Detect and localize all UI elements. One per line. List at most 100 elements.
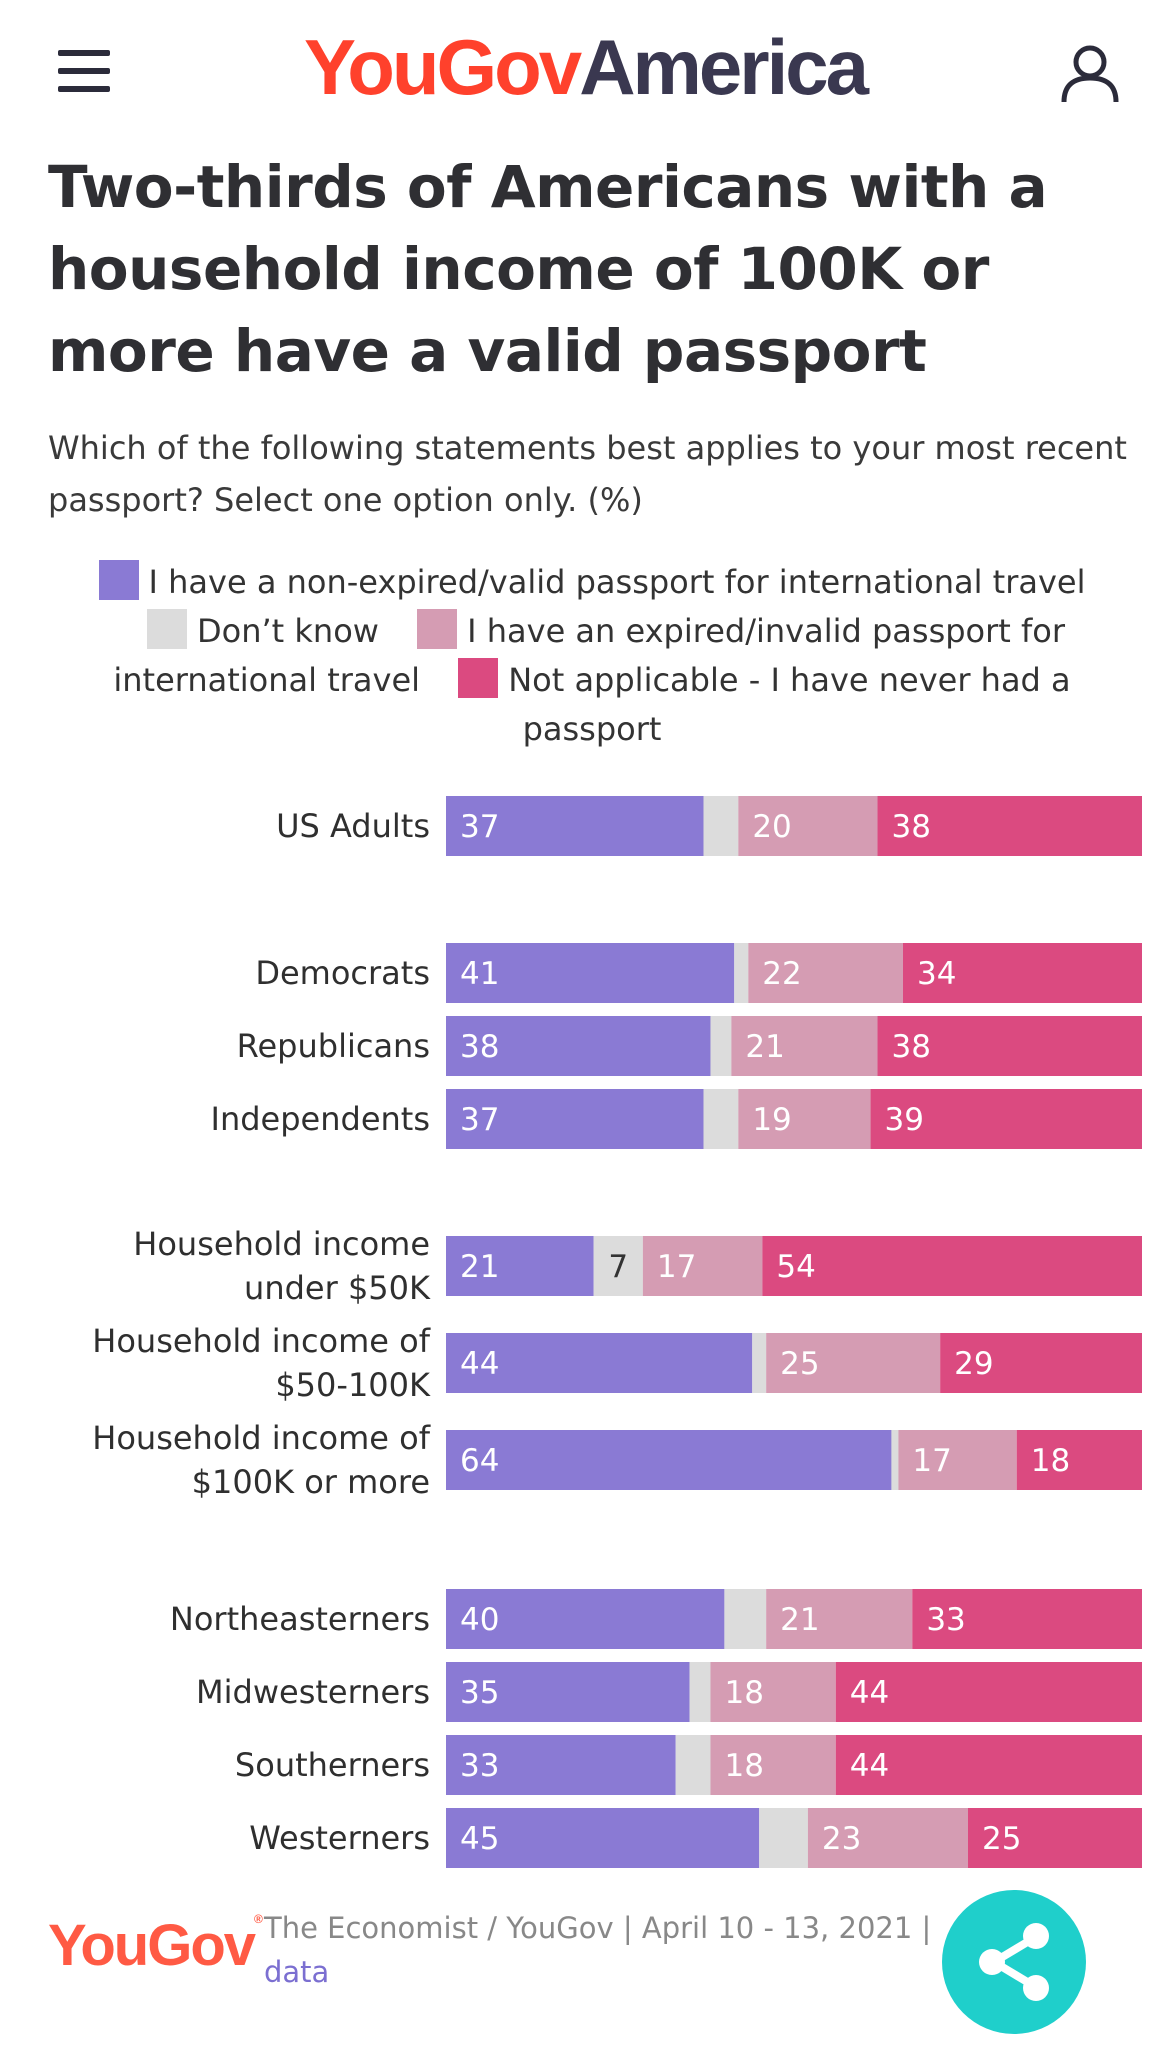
category-label: Democrats <box>255 954 430 992</box>
bar-segment <box>766 1333 941 1393</box>
share-button[interactable] <box>942 1890 1086 2034</box>
category-label: Household income of <box>92 1419 430 1457</box>
data-label: 7 <box>608 1249 628 1285</box>
data-label: 20 <box>752 809 791 845</box>
data-label: 25 <box>780 1346 819 1382</box>
category-label: under $50K <box>244 1269 431 1307</box>
bar-segment <box>902 943 1142 1003</box>
category-label: Northeasterners <box>170 1600 430 1638</box>
legend-label: I have a non-expired/valid passport for … <box>148 563 1086 601</box>
data-label: 23 <box>822 1821 861 1857</box>
bar-segment <box>642 1236 763 1296</box>
bar-segment <box>446 1735 676 1795</box>
data-label: 18 <box>1031 1443 1070 1479</box>
stacked-bar-chart: 37 20 38 US Adults 41 22 34 Democrats 38 21 38 Repu… <box>92 796 1142 1868</box>
data-label: 37 <box>460 1102 499 1138</box>
data-label: 29 <box>954 1346 993 1382</box>
legend-label: I have an expired/invalid passport for i… <box>113 612 1065 699</box>
bar-segment <box>446 1333 753 1393</box>
data-label: 25 <box>982 1821 1021 1857</box>
bar-segment <box>807 1808 968 1868</box>
bar-segment <box>689 1662 711 1722</box>
data-label: 33 <box>926 1602 965 1638</box>
bar-segment <box>446 796 704 856</box>
data-label: 21 <box>780 1602 819 1638</box>
bar-segment <box>675 1735 711 1795</box>
bar-segment <box>870 1089 1142 1149</box>
bar-segment <box>710 1662 836 1722</box>
legend-item-expired-passport: I have an expired/invalid passport for i… <box>113 609 1065 699</box>
data-label: 45 <box>460 1821 499 1857</box>
bar-segment <box>877 796 1142 856</box>
chart-subtitle: Which of the following statements best a… <box>48 429 1127 519</box>
data-label: 34 <box>917 956 956 992</box>
source-text: The Economist / YouGov | April 10 - 13, … <box>264 1911 932 1945</box>
data-label: 64 <box>460 1443 499 1479</box>
bar-segment <box>446 1236 594 1296</box>
bar-segment <box>731 1016 878 1076</box>
bar-segment <box>710 1016 732 1076</box>
data-label: 54 <box>776 1249 815 1285</box>
data-label: 44 <box>460 1346 499 1382</box>
data-label: 18 <box>724 1675 763 1711</box>
data-label: 22 <box>762 956 801 992</box>
bar-segment <box>898 1430 1017 1490</box>
bar-segment <box>940 1333 1142 1393</box>
bar-segment <box>877 1016 1142 1076</box>
category-label: Independents <box>211 1100 431 1138</box>
legend-swatch <box>417 609 458 649</box>
source-note: The Economist / YouGov | April 10 - 13, … <box>264 1906 931 1994</box>
legend-item-dont-know: Don’t know <box>147 609 379 650</box>
footer-yougov-logo[interactable]: YouGov® <box>48 1912 263 1978</box>
category-label: $50-100K <box>275 1366 431 1404</box>
legend-item-valid-passport: I have a non-expired/valid passport for … <box>98 560 1086 601</box>
category-label: Household income of <box>92 1322 430 1360</box>
data-label: 35 <box>460 1675 499 1711</box>
bar-segment <box>748 943 903 1003</box>
category-label: Republicans <box>237 1027 430 1065</box>
bar-segment <box>446 1808 760 1868</box>
bar-segment <box>968 1808 1142 1868</box>
page-title: Two-thirds of Americans with a household… <box>48 153 1048 385</box>
hamburger-menu-icon[interactable] <box>58 50 110 92</box>
data-label: 19 <box>752 1102 791 1138</box>
legend-label: Don’t know <box>197 612 379 650</box>
data-label: 44 <box>850 1748 889 1784</box>
yougov-america-logo[interactable]: YouGovAmerica <box>303 23 869 111</box>
data-label: 37 <box>460 809 499 845</box>
user-account-icon[interactable] <box>1060 42 1120 104</box>
data-label: 38 <box>892 809 931 845</box>
category-label: $100K or more <box>192 1463 430 1501</box>
bar-segment <box>703 1089 739 1149</box>
bar-segment <box>446 1662 690 1722</box>
bar-segment <box>752 1333 767 1393</box>
legend-swatch <box>98 560 139 600</box>
bar-segment <box>446 1589 725 1649</box>
bar-segment <box>593 1236 643 1296</box>
legend-swatch <box>147 609 187 649</box>
bar-segment <box>446 1089 704 1149</box>
bar-segment <box>446 1430 892 1490</box>
bar-segment <box>738 796 878 856</box>
bar-segment <box>710 1735 836 1795</box>
share-icon <box>979 1923 1049 2001</box>
legend-swatch <box>458 658 499 698</box>
bar-segment <box>738 1089 871 1149</box>
data-label: 21 <box>460 1249 499 1285</box>
data-label: 40 <box>460 1602 499 1638</box>
data-link[interactable]: data <box>264 1955 330 1989</box>
data-label: 38 <box>892 1029 931 1065</box>
data-label: 33 <box>460 1748 499 1784</box>
data-label: 39 <box>885 1102 924 1138</box>
legend-label: Not applicable - I have never had a pass… <box>508 661 1071 748</box>
bar-segment <box>891 1430 899 1490</box>
data-label: 17 <box>657 1249 696 1285</box>
category-label: Southerners <box>235 1746 430 1784</box>
data-label: 38 <box>460 1029 499 1065</box>
bar-segment <box>835 1735 1142 1795</box>
legend-item-never-had-passport: Not applicable - I have never had a pass… <box>458 658 1071 748</box>
bar-segment <box>762 1236 1142 1296</box>
data-label: 44 <box>850 1675 889 1711</box>
bar-segment <box>1016 1430 1142 1490</box>
data-label: 21 <box>745 1029 784 1065</box>
